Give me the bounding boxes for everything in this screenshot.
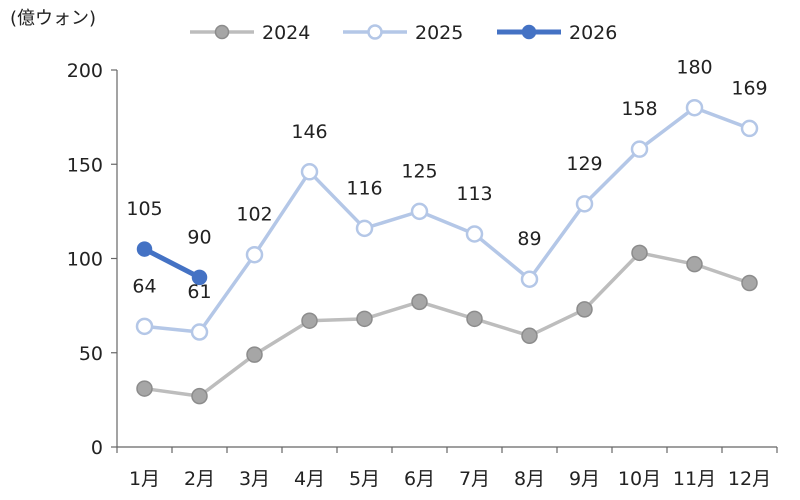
- data-point: [575, 195, 594, 213]
- y-tick-label: 150: [67, 154, 103, 176]
- x-tick-label: 9月: [569, 468, 600, 490]
- data-label: 169: [731, 77, 767, 99]
- series-line: [143, 246, 201, 280]
- data-label: 180: [676, 57, 712, 79]
- data-point: [135, 317, 154, 336]
- x-tick-label: 11月: [673, 468, 716, 490]
- data-label: 102: [236, 204, 272, 226]
- x-tick-label: 1月: [129, 468, 160, 490]
- legend-swatch-marker: [214, 24, 230, 40]
- x-tick-label: 2月: [184, 468, 215, 490]
- legend-item-2026: 2026: [497, 22, 617, 44]
- x-tick-label: 12月: [728, 468, 771, 490]
- series-layer: [135, 98, 759, 405]
- data-point: [301, 312, 318, 329]
- x-tick-label: 6月: [404, 468, 435, 490]
- data-label: 90: [187, 226, 211, 248]
- data-point: [631, 244, 648, 262]
- legend: 2024 2025 2026: [190, 22, 617, 44]
- data-point: [741, 274, 758, 292]
- axes: 0 50 100 150 200 1月 2月 3月 4月 5月 6月 7月 8月 9月 10月 11月 12月: [67, 60, 778, 490]
- data-point: [300, 163, 319, 181]
- series-2025: [135, 98, 759, 341]
- data-label: 158: [621, 98, 657, 120]
- data-point: [136, 241, 153, 257]
- y-tick-label: 0: [91, 437, 103, 459]
- x-tick-label: 10月: [618, 468, 661, 490]
- series-line: [144, 105, 751, 334]
- data-point: [685, 98, 704, 117]
- data-point: [465, 225, 484, 243]
- legend-swatch-marker: [521, 24, 537, 40]
- data-label: 146: [291, 121, 327, 143]
- x-tick-label: 3月: [239, 468, 270, 490]
- data-point: [245, 245, 264, 264]
- legend-label: 2026: [569, 22, 617, 44]
- data-labels: 64 61 102 146 116 125 113 89 129 158 180 169 105 90: [126, 57, 767, 303]
- data-point: [356, 310, 373, 328]
- data-point: [630, 140, 649, 158]
- data-label: 125: [401, 160, 437, 182]
- series-2024: [136, 244, 758, 405]
- series-2026: [136, 241, 208, 286]
- legend-item-2025: 2025: [343, 22, 463, 44]
- legend-label: 2024: [262, 22, 310, 44]
- data-point: [136, 380, 153, 397]
- data-point: [686, 255, 703, 273]
- data-point: [466, 310, 483, 328]
- x-tick-label: 4月: [294, 468, 325, 490]
- data-point: [740, 119, 759, 138]
- data-point: [520, 270, 539, 288]
- data-point: [190, 323, 209, 341]
- data-label: 116: [346, 177, 382, 199]
- data-label: 105: [126, 198, 162, 220]
- data-label: 61: [187, 281, 211, 303]
- y-tick-label: 200: [67, 60, 103, 82]
- data-point: [355, 219, 374, 238]
- data-label: 129: [566, 153, 602, 175]
- data-point: [521, 327, 538, 345]
- data-point: [191, 269, 208, 286]
- x-tick-label: 7月: [459, 468, 490, 490]
- data-label: 113: [456, 183, 492, 205]
- data-point: [411, 293, 428, 311]
- data-point: [191, 387, 208, 405]
- legend-label: 2025: [415, 22, 463, 44]
- legend-swatch-marker: [367, 24, 383, 40]
- series-line: [144, 251, 751, 398]
- data-point: [246, 346, 263, 363]
- x-tick-label: 5月: [349, 468, 380, 490]
- data-point: [576, 301, 593, 318]
- y-tick-label: 100: [67, 249, 103, 271]
- x-tick-label: 8月: [514, 468, 545, 490]
- data-label: 64: [132, 275, 156, 297]
- y-axis-unit-label: (億ウォン): [10, 8, 96, 29]
- legend-item-2024: 2024: [190, 22, 310, 44]
- data-point: [410, 202, 429, 221]
- data-label: 89: [517, 228, 541, 250]
- y-tick-label: 50: [79, 343, 103, 365]
